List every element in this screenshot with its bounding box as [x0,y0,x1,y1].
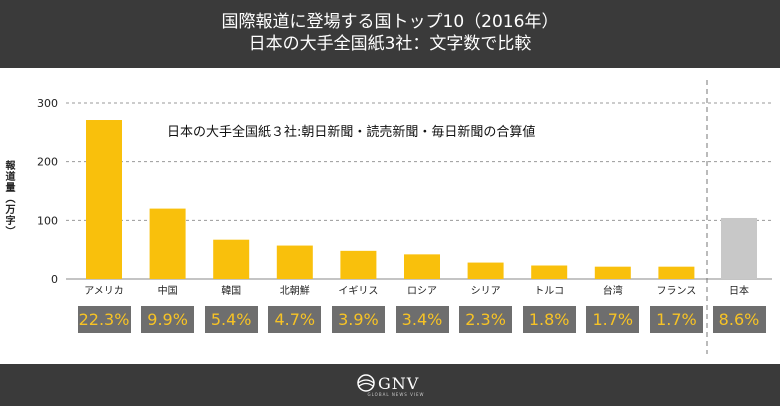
bar-11 [721,217,757,279]
x-tick-label: シリア [471,286,501,297]
x-tick-label: 韓国 [221,285,241,297]
footer: GNV GLOBAL NEWS VIEW [0,364,780,406]
y-tick-label: 200 [37,156,58,169]
percentage-label: 1.7% [586,306,640,333]
bar-7 [467,262,504,279]
x-tick-label: トルコ [534,286,564,297]
percentage-label: 9.9% [141,306,195,333]
bar-10 [658,266,695,279]
x-tick-label: 日本 [729,284,749,297]
x-tick-label: フランス [656,285,696,297]
percentage-label: 22.3% [77,306,131,333]
chart-annotation: 日本の大手全国紙３社:朝日新聞・読売新聞・毎日新聞の合算値 [167,125,536,140]
chart-title-line1: 国際報道に登場する国トップ10（2016年） [221,12,559,32]
x-tick-label: アメリカ [84,285,124,297]
percentage-label: 1.8% [522,306,576,333]
y-axis-label: 報道量（万字） [3,160,14,237]
x-tick-label: 中国 [158,284,178,297]
bar-5 [340,250,377,279]
bar-4 [276,245,313,279]
chart-title-line2: 日本の大手全国紙3社：文字数で比較 [248,34,532,54]
percentage-label: 3.4% [395,306,449,333]
logo-subtext: GLOBAL NEWS VIEW [367,392,425,397]
bar-6 [404,254,440,279]
percentage-label: 2.3% [459,306,513,333]
x-tick-label: ロシア [407,286,437,297]
bar-3 [213,239,250,279]
y-tick-label: 0 [51,273,58,286]
x-tick-label: 北朝鮮 [280,284,310,297]
percentage-label: 1.7% [649,306,703,333]
x-tick-label: 台湾 [603,284,623,297]
logo-text: GNV [378,374,420,393]
percentage-label: 3.9% [331,306,385,333]
globe-icon [357,374,375,392]
percentage-label: 4.7% [268,306,322,333]
bar-9 [594,266,631,279]
bar-2 [149,208,186,279]
bar-chart: 0 100 200 300 アメリカ 中国 韓国 北朝鮮 イギリス ロシア シリア トルコ 台湾 フランス… [37,80,772,354]
percentage-label: 5.4% [204,306,258,333]
gnv-logo: GNV GLOBAL NEWS VIEW [356,372,436,398]
bar-1 [86,120,122,279]
bar-8 [531,265,568,279]
chart-header: 国際報道に登場する国トップ10（2016年） 日本の大手全国紙3社：文字数で比較 [0,0,780,68]
y-tick-label: 300 [37,97,58,110]
percentage-label: 8.6% [712,306,766,333]
x-tick-label: イギリス [338,285,378,297]
y-tick-label: 100 [37,214,58,227]
